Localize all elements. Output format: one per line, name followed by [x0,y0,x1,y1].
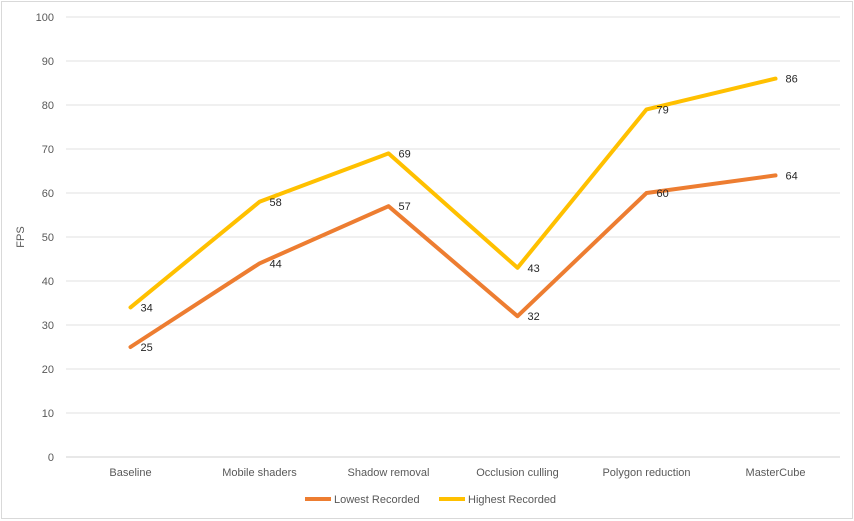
y-tick-label: 0 [48,452,54,464]
data-label: 58 [270,197,282,209]
data-label: 64 [786,170,798,182]
y-tick-label: 70 [42,144,54,156]
y-axis-ticks: 0 10 20 30 40 50 60 70 80 90 100 [36,12,54,464]
y-tick-label: 40 [42,276,54,288]
data-label: 60 [657,188,669,200]
series-line [128,173,778,349]
y-tick-label: 80 [42,100,54,112]
x-tick-label: Occlusion culling [476,467,559,479]
y-axis-title: FPS [15,226,27,247]
legend-entry: Highest Recorded [468,494,556,506]
data-label: 86 [786,74,798,86]
x-tick-label: Baseline [109,467,151,479]
series-lines [128,76,778,349]
x-axis-ticks: Baseline Mobile shaders Shadow removal Occl… [109,467,805,479]
data-label: 32 [528,311,540,323]
data-label: 43 [528,263,540,275]
y-tick-label: 60 [42,188,54,200]
gridlines [66,16,840,458]
y-tick-label: 30 [42,320,54,332]
legend-entry: Lowest Recorded [334,494,420,506]
x-tick-label: Shadow removal [348,467,430,479]
y-tick-label: 10 [42,408,54,420]
y-tick-label: 100 [36,12,54,24]
x-tick-label: MasterCube [746,467,806,479]
data-label: 44 [270,258,282,270]
series-line [128,76,778,310]
x-tick-label: Polygon reduction [602,467,690,479]
data-label: 34 [141,302,153,314]
y-tick-label: 90 [42,56,54,68]
legend: Lowest Recorded Highest Recorded [305,494,556,506]
data-label: 79 [657,104,669,116]
x-tick-label: Mobile shaders [222,467,297,479]
data-label: 69 [399,148,411,160]
y-tick-label: 20 [42,364,54,376]
y-tick-label: 50 [42,232,54,244]
data-label: 25 [141,342,153,354]
data-labels: 25 44 57 32 60 64 34 58 69 43 79 86 [141,74,798,354]
data-label: 57 [399,201,411,213]
